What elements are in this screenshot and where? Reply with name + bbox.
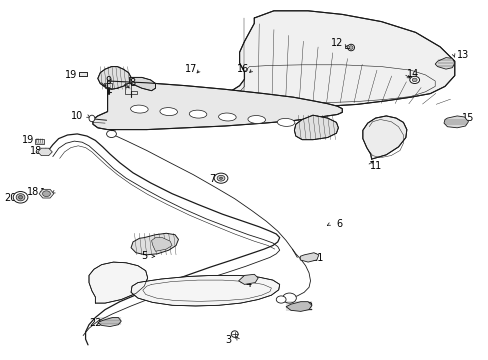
Text: 12: 12 [330, 38, 343, 48]
Text: 17: 17 [184, 64, 197, 74]
Text: 18: 18 [29, 146, 42, 156]
Ellipse shape [214, 173, 227, 183]
Text: 14: 14 [406, 69, 419, 79]
Text: 9: 9 [105, 76, 111, 86]
Ellipse shape [219, 177, 222, 179]
Text: 6: 6 [336, 219, 342, 229]
Polygon shape [443, 116, 468, 128]
Polygon shape [129, 77, 155, 91]
Polygon shape [238, 274, 258, 284]
Ellipse shape [247, 116, 265, 123]
Polygon shape [98, 318, 121, 327]
Text: 10: 10 [71, 111, 83, 121]
Text: 4: 4 [245, 279, 251, 289]
Polygon shape [285, 302, 311, 311]
Ellipse shape [19, 195, 22, 199]
Text: 21: 21 [311, 253, 324, 264]
Polygon shape [89, 262, 147, 303]
Ellipse shape [348, 46, 352, 49]
Polygon shape [131, 275, 279, 306]
Text: 11: 11 [369, 161, 382, 171]
Polygon shape [105, 83, 112, 88]
Ellipse shape [217, 175, 224, 181]
Circle shape [282, 293, 296, 303]
Ellipse shape [13, 192, 28, 203]
Polygon shape [38, 148, 52, 156]
Ellipse shape [409, 76, 419, 84]
Polygon shape [93, 81, 342, 130]
Ellipse shape [130, 105, 148, 113]
Polygon shape [151, 238, 172, 251]
Polygon shape [294, 115, 338, 140]
Text: 16: 16 [237, 64, 249, 74]
Ellipse shape [231, 331, 238, 337]
Text: 13: 13 [456, 50, 469, 60]
Ellipse shape [347, 44, 354, 51]
Text: 8: 8 [129, 78, 135, 88]
Polygon shape [300, 253, 318, 262]
Ellipse shape [160, 108, 177, 116]
Text: 5: 5 [141, 251, 147, 261]
Ellipse shape [218, 113, 236, 121]
Text: 15: 15 [461, 113, 474, 123]
Text: 20: 20 [4, 193, 17, 203]
Polygon shape [79, 72, 87, 76]
Text: 19: 19 [64, 70, 77, 80]
Text: 22: 22 [89, 318, 102, 328]
Polygon shape [362, 116, 406, 159]
Polygon shape [124, 83, 137, 94]
Polygon shape [434, 58, 454, 69]
Text: 2: 2 [306, 302, 312, 312]
Ellipse shape [277, 118, 294, 126]
Circle shape [106, 130, 116, 138]
Text: 19: 19 [22, 135, 35, 145]
Text: 7: 7 [209, 174, 215, 184]
Circle shape [42, 191, 50, 197]
Circle shape [276, 296, 285, 303]
Ellipse shape [16, 194, 25, 201]
Ellipse shape [189, 110, 206, 118]
Polygon shape [131, 233, 178, 255]
Polygon shape [229, 11, 454, 108]
Polygon shape [98, 67, 131, 89]
Ellipse shape [89, 115, 95, 122]
Text: 1: 1 [40, 188, 46, 198]
Polygon shape [35, 139, 44, 144]
Text: 18: 18 [27, 186, 40, 197]
Polygon shape [39, 189, 54, 198]
Ellipse shape [411, 78, 416, 82]
Text: 3: 3 [225, 335, 231, 345]
